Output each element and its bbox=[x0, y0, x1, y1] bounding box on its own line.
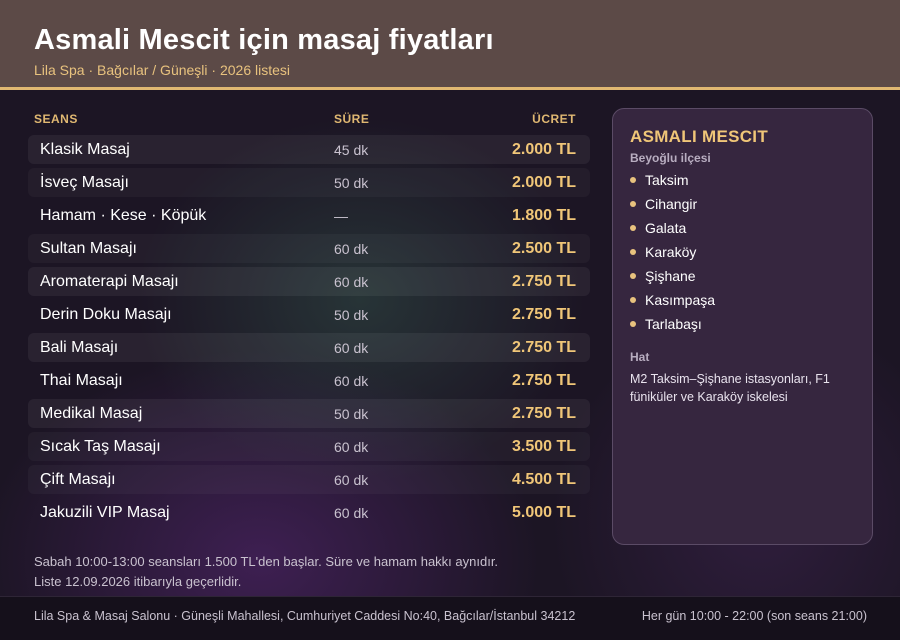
table-row: Bali Masajı 60 dk 2.750 TL bbox=[28, 331, 592, 364]
table-row: İsveç Masajı 50 dk 2.000 TL bbox=[28, 166, 592, 199]
neighborhood-item: Kasımpaşa bbox=[630, 291, 715, 315]
location-panel: ASMALI MESCIT Beyoğlu ilçesi Taksim Cihan… bbox=[612, 108, 873, 545]
service-duration: 50 dk bbox=[334, 307, 369, 323]
neighborhood-label: Kasımpaşa bbox=[645, 292, 716, 308]
service-name: Derin Doku Masajı bbox=[40, 306, 172, 323]
service-duration: 60 dk bbox=[334, 472, 369, 488]
service-duration: 60 dk bbox=[334, 241, 369, 257]
service-price: 2.750 TL bbox=[511, 372, 576, 389]
service-duration: 45 dk bbox=[334, 142, 369, 158]
service-name: Thai Masajı bbox=[40, 372, 123, 389]
service-name: Medikal Masaj bbox=[40, 405, 143, 422]
column-header-session: SEANS bbox=[34, 112, 78, 126]
footer-address: Lila Spa & Masaj Salonu · Güneşli Mahall… bbox=[34, 609, 576, 623]
table-row: Çift Masajı 60 dk 4.500 TL bbox=[28, 463, 592, 496]
service-duration: 60 dk bbox=[334, 373, 369, 389]
service-price: 5.000 TL bbox=[511, 504, 576, 521]
column-header-duration: SÜRE bbox=[334, 112, 370, 126]
service-duration: 50 dk bbox=[334, 175, 369, 191]
table-row: Sıcak Taş Masajı 60 dk 3.500 TL bbox=[28, 430, 592, 463]
service-name: Aromaterapi Masajı bbox=[40, 273, 179, 290]
table-row: Hamam · Kese · Köpük — 1.800 TL bbox=[28, 199, 592, 232]
neighborhood-label: Taksim bbox=[645, 172, 689, 188]
neighborhood-list: Taksim Cihangir Galata Karaköy Şişhane Kasımp… bbox=[630, 171, 715, 339]
neighborhood-label: Galata bbox=[645, 220, 687, 236]
service-name: Hamam · Kese · Köpük bbox=[40, 207, 207, 224]
row-background bbox=[28, 135, 590, 164]
transit-text: M2 Taksim–Şişhane istasyonları, F1 fünik… bbox=[630, 372, 830, 404]
table-row: Klasik Masaj 45 dk 2.000 TL bbox=[28, 133, 592, 166]
service-name: Sıcak Taş Masajı bbox=[40, 438, 161, 455]
service-price: 4.500 TL bbox=[511, 471, 576, 488]
panel-title: ASMALI MESCIT bbox=[630, 127, 769, 146]
service-price: 2.000 TL bbox=[511, 141, 576, 158]
row-background bbox=[28, 399, 590, 428]
neighborhood-label: Tarlabaşı bbox=[645, 316, 702, 332]
service-price: 2.750 TL bbox=[511, 339, 576, 356]
service-name: Çift Masajı bbox=[40, 471, 116, 488]
service-name: İsveç Masajı bbox=[40, 174, 129, 191]
service-price: 3.500 TL bbox=[511, 438, 576, 455]
neighborhood-item: Şişhane bbox=[630, 267, 715, 291]
service-duration: 50 dk bbox=[334, 406, 369, 422]
bullet-icon bbox=[630, 273, 636, 279]
transit-label: Hat bbox=[630, 350, 650, 364]
bullet-icon bbox=[630, 321, 636, 327]
service-price: 2.750 TL bbox=[511, 306, 576, 323]
price-notes: Sabah 10:00-13:00 seansları 1.500 TL'den… bbox=[34, 552, 594, 592]
bullet-icon bbox=[630, 177, 636, 183]
service-name: Klasik Masaj bbox=[40, 141, 130, 158]
neighborhood-label: Karaköy bbox=[645, 244, 697, 260]
service-duration: 60 dk bbox=[334, 340, 369, 356]
footer-hours: Her gün 10:00 - 22:00 (son seans 21:00) bbox=[641, 609, 867, 623]
service-name: Sultan Masajı bbox=[40, 240, 137, 257]
neighborhood-label: Cihangir bbox=[645, 196, 698, 212]
service-name: Jakuzili VIP Masaj bbox=[40, 504, 170, 521]
page-footer: Lila Spa & Masaj Salonu · Güneşli Mahall… bbox=[0, 596, 900, 640]
service-price: 1.800 TL bbox=[511, 207, 576, 224]
price-table: SEANS SÜRE ÜCRET Klasik Masaj 45 dk 2.000 … bbox=[28, 108, 592, 529]
bullet-icon bbox=[630, 201, 636, 207]
table-row: Sultan Masajı 60 dk 2.500 TL bbox=[28, 232, 592, 265]
service-duration: — bbox=[334, 208, 348, 224]
neighborhood-item: Tarlabaşı bbox=[630, 315, 715, 339]
bullet-icon bbox=[630, 249, 636, 255]
table-row: Thai Masajı 60 dk 2.750 TL bbox=[28, 364, 592, 397]
neighborhood-item: Cihangir bbox=[630, 195, 715, 219]
table-row: Medikal Masaj 50 dk 2.750 TL bbox=[28, 397, 592, 430]
page-title: Asmali Mescit için masaj fiyatları bbox=[34, 24, 494, 56]
service-price: 2.500 TL bbox=[511, 240, 576, 257]
neighborhood-item: Karaköy bbox=[630, 243, 715, 267]
bullet-icon bbox=[630, 297, 636, 303]
service-price: 2.000 TL bbox=[511, 174, 576, 191]
table-header: SEANS SÜRE ÜCRET bbox=[28, 108, 592, 130]
page-header: Asmali Mescit için masaj fiyatları Lila … bbox=[0, 0, 900, 90]
neighborhood-label: Şişhane bbox=[645, 268, 696, 284]
table-body: Klasik Masaj 45 dk 2.000 TL İsveç Masajı 50 … bbox=[28, 133, 592, 529]
service-name: Bali Masajı bbox=[40, 339, 119, 356]
column-header-price: ÜCRET bbox=[532, 112, 576, 126]
table-row: Derin Doku Masajı 50 dk 2.750 TL bbox=[28, 298, 592, 331]
page-subtitle: Lila Spa · Bağcılar / Güneşli · 2026 lis… bbox=[34, 62, 291, 78]
service-duration: 60 dk bbox=[334, 439, 369, 455]
service-duration: 60 dk bbox=[334, 505, 369, 521]
row-background bbox=[28, 267, 590, 296]
table-row: Aromaterapi Masajı 60 dk 2.750 TL bbox=[28, 265, 592, 298]
service-price: 2.750 TL bbox=[511, 405, 576, 422]
bullet-icon bbox=[630, 225, 636, 231]
service-duration: 60 dk bbox=[334, 274, 369, 290]
note-valid-date: Liste 12.09.2026 itibarıyla geçerlidir. bbox=[34, 574, 242, 589]
note-morning-sessions: Sabah 10:00-13:00 seansları 1.500 TL'den… bbox=[34, 554, 499, 569]
table-row: Jakuzili VIP Masaj 60 dk 5.000 TL bbox=[28, 496, 592, 529]
panel-district: Beyoğlu ilçesi bbox=[630, 151, 711, 165]
service-price: 2.750 TL bbox=[511, 273, 576, 290]
neighborhood-item: Taksim bbox=[630, 171, 715, 195]
neighborhood-item: Galata bbox=[630, 219, 715, 243]
row-background bbox=[28, 333, 590, 362]
